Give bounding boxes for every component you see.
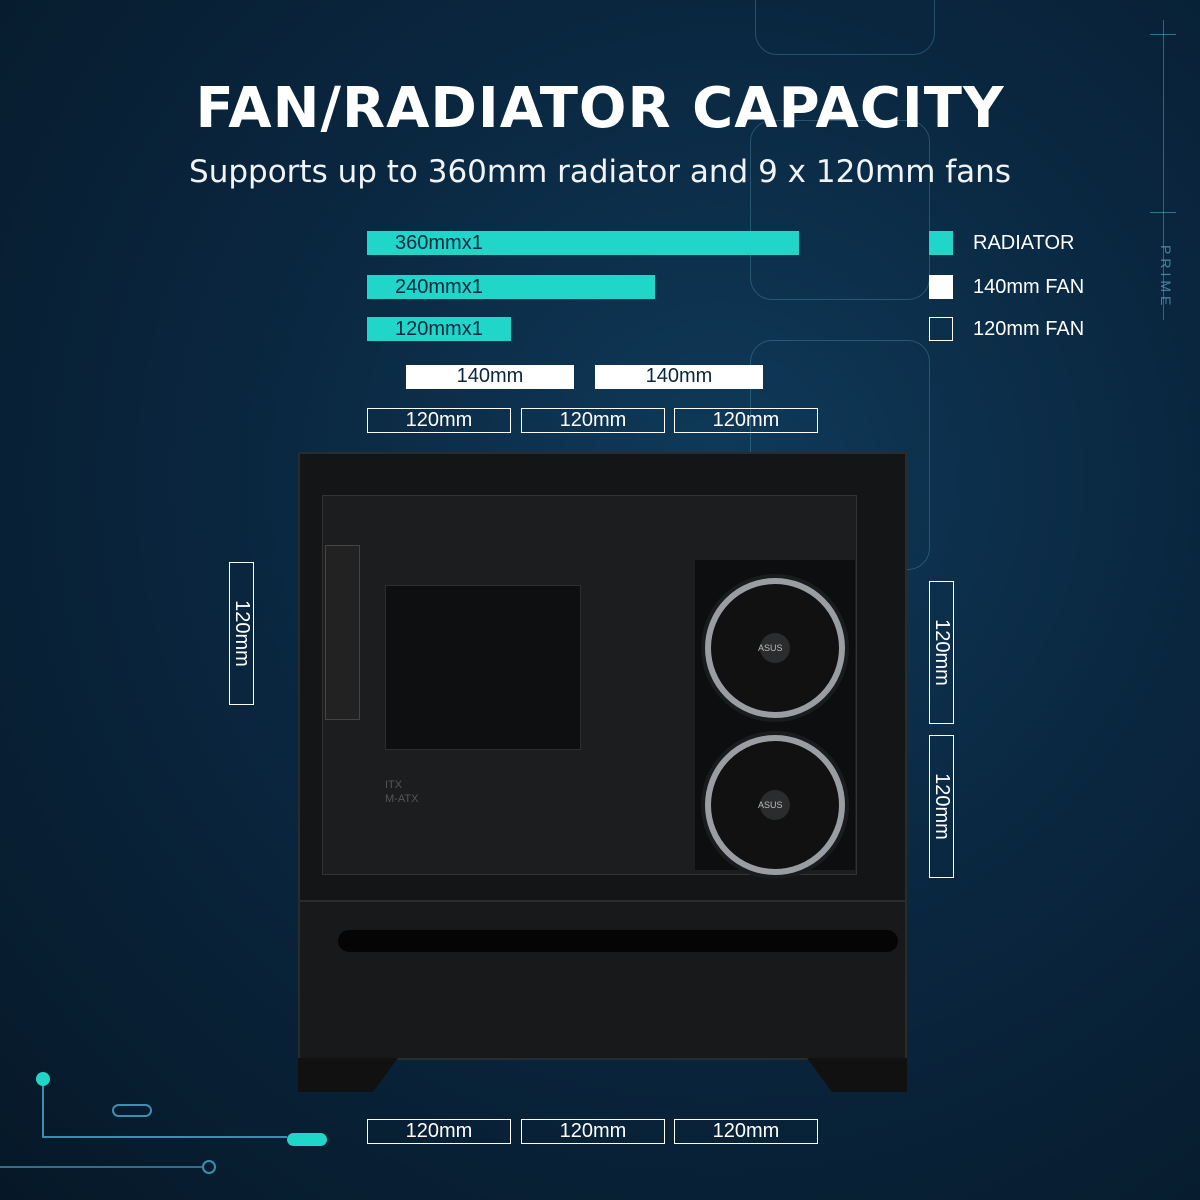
bottom-fan-120-box: 120mm	[521, 1119, 665, 1144]
fan-120-box: 120mm	[674, 408, 818, 433]
decor-line	[1163, 20, 1164, 320]
fan-140-box: 140mm	[406, 365, 574, 389]
radiator-240-bar: 240mmx1	[367, 275, 655, 299]
legend-140-label: 140mm FAN	[973, 276, 1085, 298]
base-vent	[338, 930, 898, 952]
fan-120-box: 120mm	[367, 408, 511, 433]
pc-case-base	[298, 900, 907, 1060]
fan-icon	[705, 735, 845, 875]
matx-label: M-ATX	[385, 793, 419, 805]
brand-mark: PRIME	[1158, 245, 1174, 310]
radiator-120-bar: 120mmx1	[367, 317, 511, 341]
case-foot	[807, 1058, 907, 1092]
legend-140-swatch	[929, 275, 953, 299]
background-decoration	[750, 120, 930, 300]
case-foot	[298, 1058, 398, 1092]
legend-radiator-label: RADIATOR	[973, 232, 1075, 254]
circuit-dot	[36, 1072, 50, 1086]
circuit-pill	[112, 1104, 152, 1117]
bottom-fan-120-box: 120mm	[674, 1119, 818, 1144]
circuit-dot	[202, 1160, 216, 1174]
fan-140-box: 140mm	[595, 365, 763, 389]
itx-label: ITX	[385, 779, 403, 791]
circuit-line	[0, 1166, 202, 1168]
fan-icon	[705, 578, 845, 718]
rear-fan-120-box: 120mm	[229, 562, 254, 705]
asus-logo: ASUS	[758, 643, 783, 653]
rear-fan	[325, 545, 360, 720]
radiator-360-bar: 360mmx1	[367, 231, 799, 255]
fan-120-box: 120mm	[521, 408, 665, 433]
side-fan-120-box: 120mm	[929, 735, 954, 878]
plus-icon	[1150, 34, 1176, 35]
background-decoration	[755, 0, 935, 55]
legend-radiator-swatch	[929, 231, 953, 255]
subtitle: Supports up to 360mm radiator and 9 x 12…	[189, 154, 1011, 190]
side-fan-label: 120mm	[931, 619, 954, 686]
circuit-line	[42, 1086, 44, 1136]
page-title: FAN/RADIATOR CAPACITY	[195, 76, 1005, 141]
side-fan-label: 120mm	[931, 773, 954, 840]
legend-120-label: 120mm FAN	[973, 318, 1085, 340]
mb-label: ITX M-ATX	[385, 778, 418, 806]
motherboard-cutout	[385, 585, 581, 750]
side-fan-120-box: 120mm	[929, 581, 954, 724]
legend-120-swatch	[929, 317, 953, 341]
circuit-line	[42, 1136, 287, 1138]
asus-logo: ASUS	[758, 800, 783, 810]
bottom-fan-120-box: 120mm	[367, 1119, 511, 1144]
rear-fan-label: 120mm	[231, 600, 254, 667]
plus-icon	[1150, 212, 1176, 213]
circuit-pill	[287, 1133, 327, 1146]
